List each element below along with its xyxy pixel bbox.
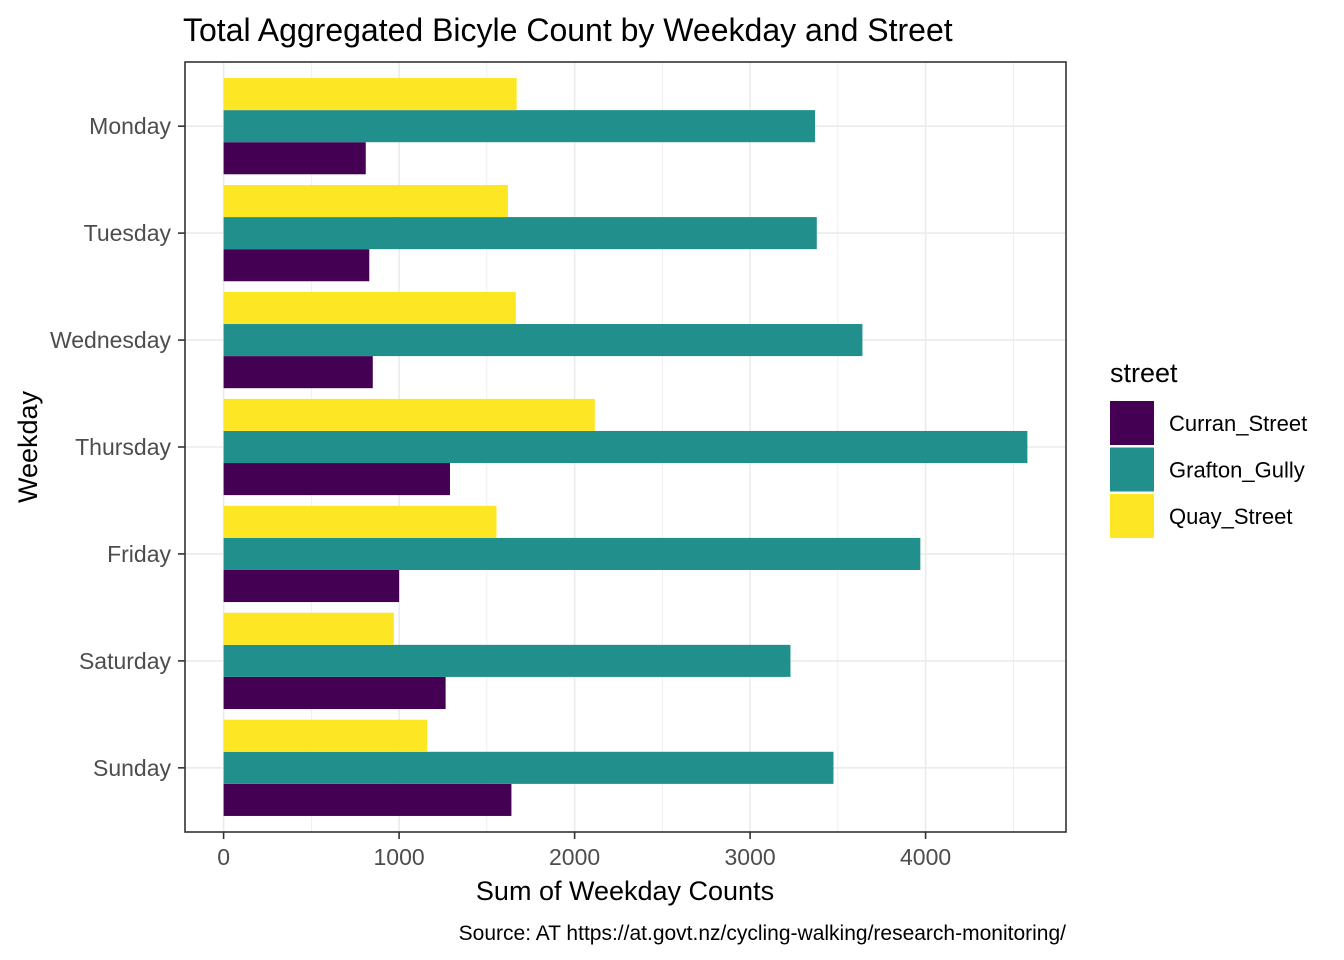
bar-curran-street-monday	[223, 142, 366, 175]
bar-quay-street-saturday	[223, 612, 394, 645]
bar-grafton-gully-tuesday	[223, 217, 817, 250]
bar-curran-street-friday	[223, 569, 400, 603]
legend: street Curran_Street Grafton_Gully Quay_St…	[1110, 358, 1307, 538]
bar-grafton-gully-friday	[223, 537, 921, 570]
bars	[223, 78, 1028, 816]
y-tick-label-tuesday: Tuesday	[84, 220, 172, 246]
chart-title: Total Aggregated Bicyle Count by Weekday…	[183, 12, 953, 48]
y-tick-label-sunday: Sunday	[93, 755, 172, 781]
x-axis-title: Sum of Weekday Counts	[476, 876, 774, 906]
y-tick-label-wednesday: Wednesday	[50, 327, 172, 353]
bar-quay-street-monday	[223, 78, 517, 111]
bar-grafton-gully-saturday	[223, 644, 791, 677]
x-tick-label: 4000	[900, 844, 951, 870]
y-tick-label-saturday: Saturday	[79, 648, 172, 674]
legend-title: street	[1110, 358, 1178, 388]
axes: 0 1000 2000 3000 4000 Monday Tuesday Wednesday T…	[50, 113, 951, 870]
chart-caption: Source: AT https://at.govt.nz/cycling-wa…	[459, 922, 1066, 945]
bar-curran-street-thursday	[223, 463, 451, 496]
legend-label: Grafton_Gully	[1169, 458, 1305, 483]
x-tick-label: 1000	[374, 844, 425, 870]
legend-label: Curran_Street	[1169, 411, 1307, 436]
y-tick-label-friday: Friday	[107, 541, 171, 567]
bar-grafton-gully-thursday	[223, 430, 1028, 464]
bar-quay-street-friday	[223, 505, 497, 538]
bar-curran-street-sunday	[223, 783, 512, 816]
legend-key-quay-street	[1110, 494, 1154, 538]
y-tick-label-thursday: Thursday	[75, 434, 171, 460]
bar-grafton-gully-sunday	[223, 751, 834, 784]
legend-key-curran-street	[1110, 401, 1154, 445]
bar-curran-street-saturday	[223, 676, 446, 710]
bar-quay-street-tuesday	[223, 184, 508, 218]
bar-curran-street-tuesday	[223, 249, 370, 282]
y-axis-title: Weekday	[13, 390, 43, 503]
bar-quay-street-sunday	[223, 719, 428, 752]
bar-curran-street-wednesday	[223, 356, 373, 389]
legend-label: Quay_Street	[1169, 504, 1293, 529]
bar-grafton-gully-monday	[223, 110, 816, 143]
x-tick-label: 2000	[549, 844, 600, 870]
legend-key-grafton-gully	[1110, 447, 1154, 492]
bar-quay-street-wednesday	[223, 291, 516, 325]
y-tick-label-monday: Monday	[89, 113, 171, 139]
bar-grafton-gully-wednesday	[223, 324, 863, 357]
x-tick-label: 0	[217, 844, 230, 870]
bar-quay-street-thursday	[223, 398, 595, 431]
x-tick-label: 3000	[725, 844, 776, 870]
